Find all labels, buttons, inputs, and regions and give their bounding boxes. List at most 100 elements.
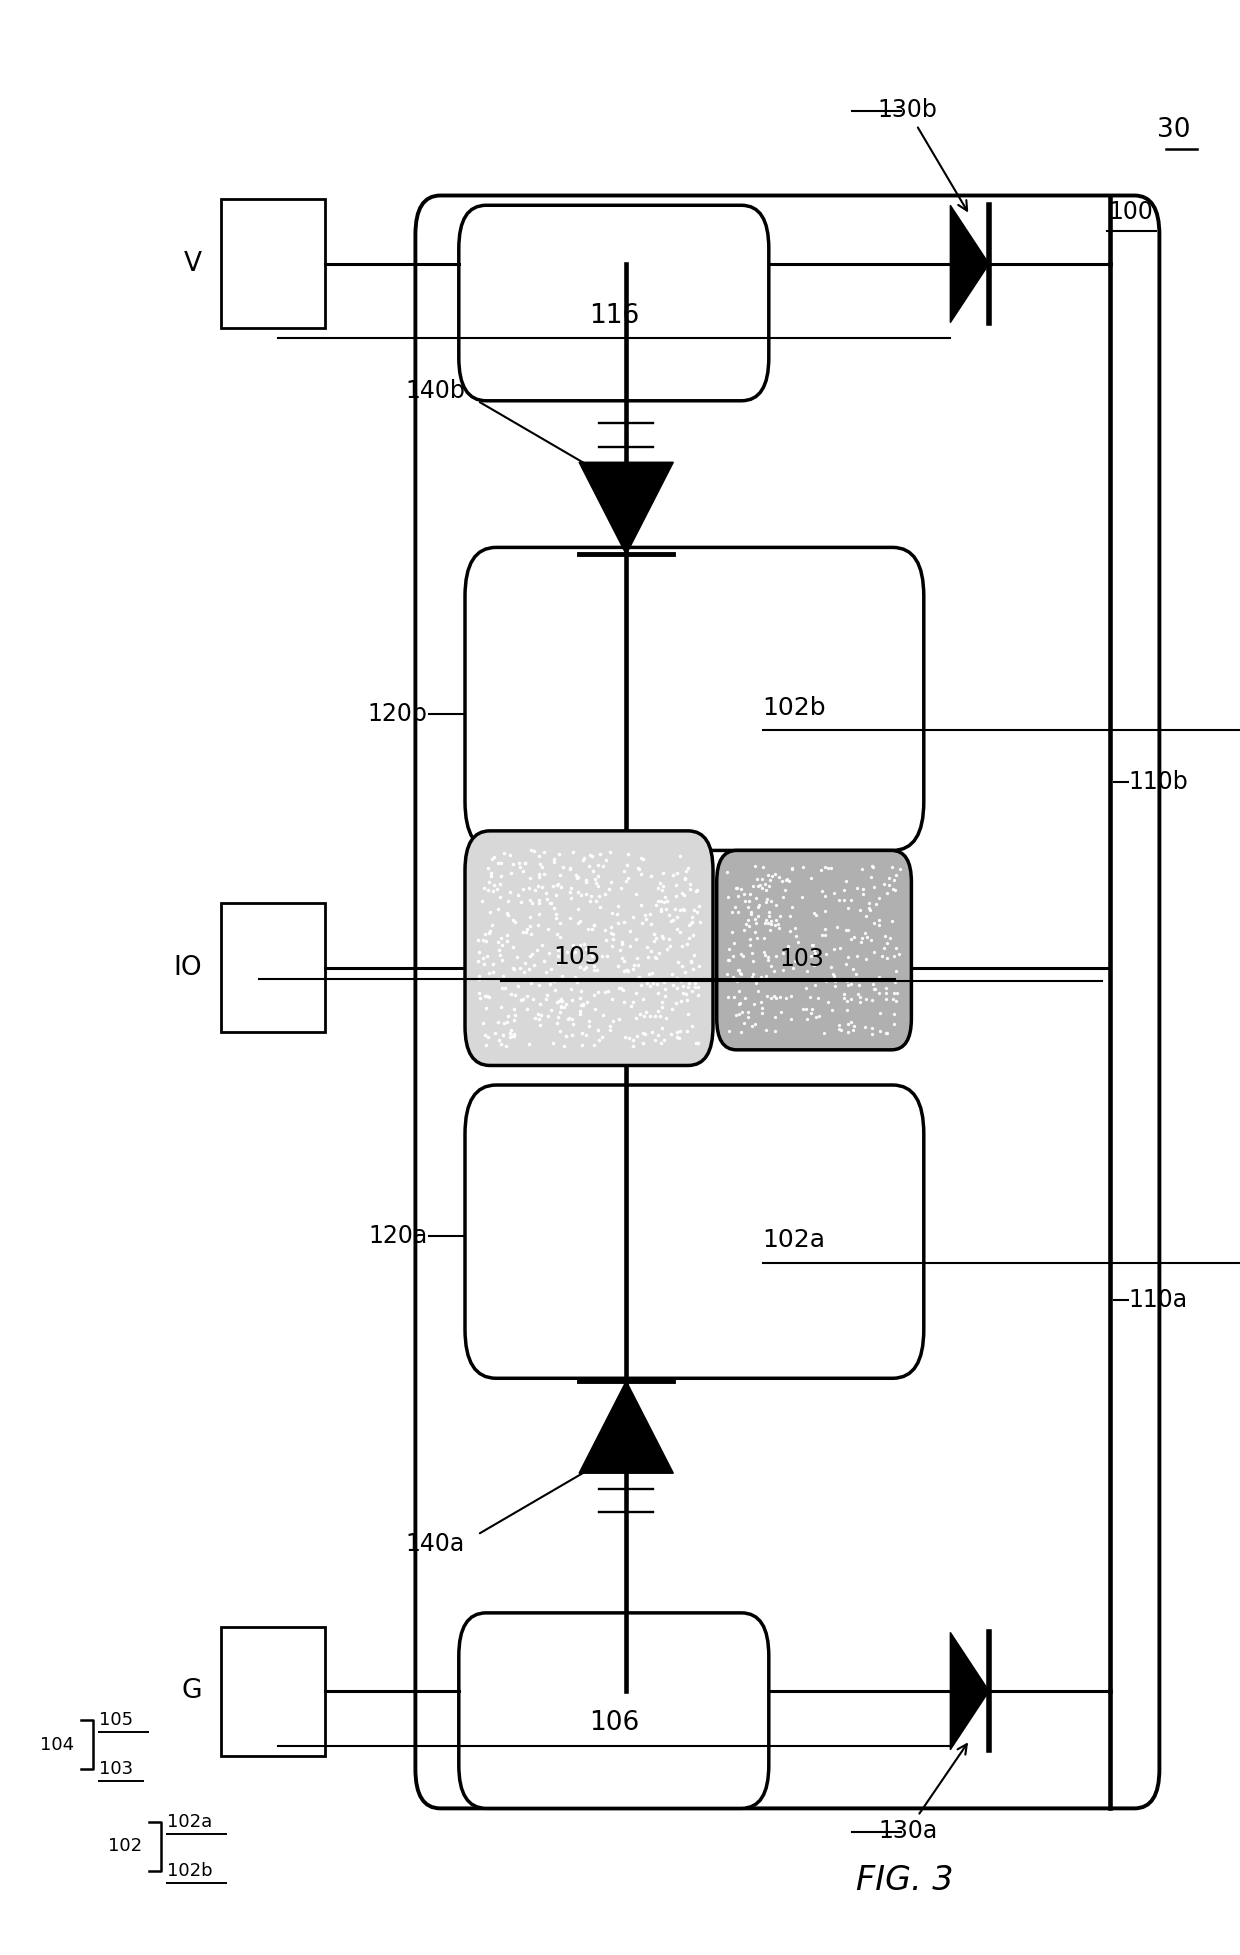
Point xyxy=(636,903,656,934)
Point xyxy=(522,888,542,919)
Point xyxy=(748,899,768,931)
Point xyxy=(600,1015,620,1046)
Point xyxy=(745,968,765,999)
Point xyxy=(681,907,701,938)
Text: IO: IO xyxy=(174,954,202,981)
Point xyxy=(765,1001,785,1032)
Point xyxy=(484,948,503,979)
Point xyxy=(806,899,826,931)
Text: 103: 103 xyxy=(99,1760,134,1779)
Point xyxy=(600,837,620,868)
Point xyxy=(750,962,770,993)
Point xyxy=(688,1028,708,1060)
Point xyxy=(740,895,760,927)
Point xyxy=(593,850,613,882)
Point xyxy=(563,1009,583,1040)
Point xyxy=(551,983,570,1015)
Point xyxy=(512,888,532,919)
Point xyxy=(532,872,552,903)
Point xyxy=(842,968,862,999)
Point xyxy=(611,942,631,974)
Point xyxy=(838,891,858,923)
Point xyxy=(777,864,797,895)
Point xyxy=(562,872,582,903)
Text: 130b: 130b xyxy=(878,98,967,211)
Point xyxy=(518,872,538,903)
Point xyxy=(727,872,746,903)
Point xyxy=(647,886,667,917)
Point xyxy=(744,870,764,901)
Point xyxy=(631,843,651,874)
Point xyxy=(537,878,557,909)
Point xyxy=(557,936,577,968)
Point xyxy=(745,917,765,948)
Point xyxy=(490,868,510,899)
Point xyxy=(656,893,676,925)
Point xyxy=(734,1007,754,1038)
Point xyxy=(647,978,667,1009)
Point xyxy=(821,852,841,884)
Point xyxy=(579,1005,599,1036)
Point xyxy=(852,852,872,884)
Point xyxy=(670,1015,689,1046)
Point xyxy=(604,1005,624,1036)
Point xyxy=(763,860,782,891)
Point xyxy=(642,958,662,989)
Point xyxy=(738,891,758,923)
Point xyxy=(812,919,832,950)
Point xyxy=(562,1003,582,1034)
Point xyxy=(549,839,569,870)
Point xyxy=(632,1017,652,1048)
Point xyxy=(760,950,780,981)
Point xyxy=(568,862,588,893)
Point xyxy=(796,993,816,1024)
Point xyxy=(774,936,794,968)
Point xyxy=(647,1021,667,1052)
Point xyxy=(610,1003,630,1034)
Point xyxy=(691,907,711,938)
Point xyxy=(802,929,822,960)
Point xyxy=(626,878,646,909)
Point xyxy=(501,856,521,888)
Point xyxy=(548,1001,568,1032)
Bar xyxy=(221,903,325,1032)
Point xyxy=(862,862,882,893)
Point xyxy=(838,970,858,1001)
Point xyxy=(816,938,836,970)
Point xyxy=(723,940,743,972)
Point xyxy=(682,976,702,1007)
Point xyxy=(805,936,825,968)
Point xyxy=(732,1017,751,1048)
Point xyxy=(666,987,686,1019)
FancyBboxPatch shape xyxy=(717,850,911,1050)
Point xyxy=(869,909,889,940)
Point xyxy=(547,903,567,934)
Point xyxy=(801,862,821,893)
Point xyxy=(877,942,897,974)
Point xyxy=(739,909,759,940)
Point xyxy=(766,940,786,972)
Point xyxy=(863,852,883,884)
Point xyxy=(590,839,610,870)
Point xyxy=(869,997,889,1028)
Point xyxy=(563,837,583,868)
Point xyxy=(587,868,606,899)
Point xyxy=(608,907,627,938)
Point xyxy=(728,897,748,929)
Point xyxy=(729,976,749,1007)
Point xyxy=(520,901,539,933)
Point xyxy=(844,1011,864,1042)
Point xyxy=(770,997,790,1028)
Point xyxy=(647,995,667,1026)
Point xyxy=(589,1024,609,1056)
Point xyxy=(885,933,905,964)
Point xyxy=(500,1017,520,1048)
Bar xyxy=(221,199,325,328)
Point xyxy=(816,913,836,944)
Point xyxy=(554,1030,574,1062)
Point xyxy=(523,948,543,979)
Point xyxy=(603,897,622,929)
Point xyxy=(616,954,636,985)
Point xyxy=(574,954,594,985)
Point xyxy=(734,915,754,946)
